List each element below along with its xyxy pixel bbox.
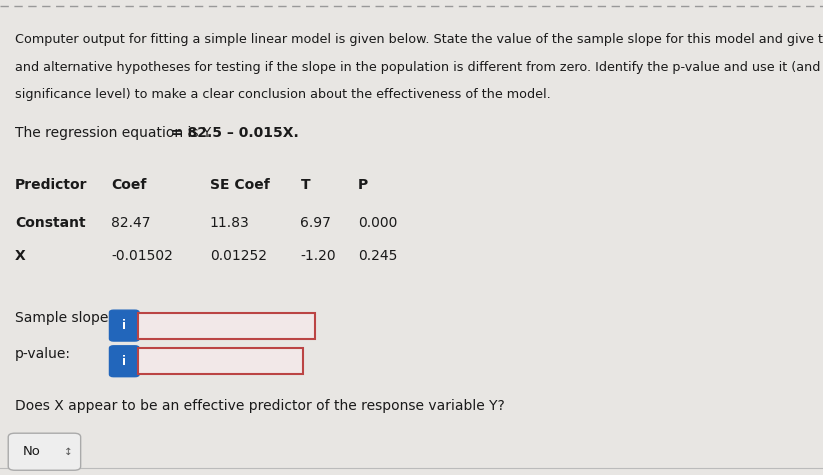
FancyBboxPatch shape <box>8 433 81 470</box>
Text: No: No <box>23 445 41 458</box>
Text: Computer output for fitting a simple linear model is given below. State the valu: Computer output for fitting a simple lin… <box>15 33 823 46</box>
FancyBboxPatch shape <box>138 313 315 339</box>
FancyBboxPatch shape <box>109 310 139 341</box>
Text: Sample slope:: Sample slope: <box>15 311 113 325</box>
Text: 82.47: 82.47 <box>111 216 151 230</box>
Text: Predictor: Predictor <box>15 178 87 192</box>
Text: P: P <box>358 178 368 192</box>
Text: 0.01252: 0.01252 <box>210 249 267 263</box>
Text: Does X appear to be an effective predictor of the response variable Y?: Does X appear to be an effective predict… <box>15 399 504 413</box>
FancyBboxPatch shape <box>109 346 139 377</box>
Text: SE Coef: SE Coef <box>210 178 270 192</box>
Text: significance level) to make a clear conclusion about the effectiveness of the mo: significance level) to make a clear conc… <box>15 88 551 101</box>
Text: p-value:: p-value: <box>15 347 71 361</box>
Text: The regression equation is Y: The regression equation is Y <box>15 126 216 140</box>
Text: i: i <box>123 355 126 368</box>
Text: -1.20: -1.20 <box>300 249 336 263</box>
Text: ↕: ↕ <box>64 446 73 457</box>
Text: = 82.5 – 0.015X.: = 82.5 – 0.015X. <box>171 126 299 140</box>
FancyBboxPatch shape <box>138 348 303 374</box>
Text: 11.83: 11.83 <box>210 216 249 230</box>
Text: 0.245: 0.245 <box>358 249 398 263</box>
Text: 6.97: 6.97 <box>300 216 332 230</box>
Text: T: T <box>300 178 310 192</box>
Text: -0.01502: -0.01502 <box>111 249 173 263</box>
Text: Coef: Coef <box>111 178 146 192</box>
Text: X: X <box>15 249 26 263</box>
Text: and alternative hypotheses for testing if the slope in the population is differe: and alternative hypotheses for testing i… <box>15 61 823 74</box>
Text: Constant: Constant <box>15 216 86 230</box>
Text: i: i <box>123 319 126 332</box>
Text: 0.000: 0.000 <box>358 216 398 230</box>
